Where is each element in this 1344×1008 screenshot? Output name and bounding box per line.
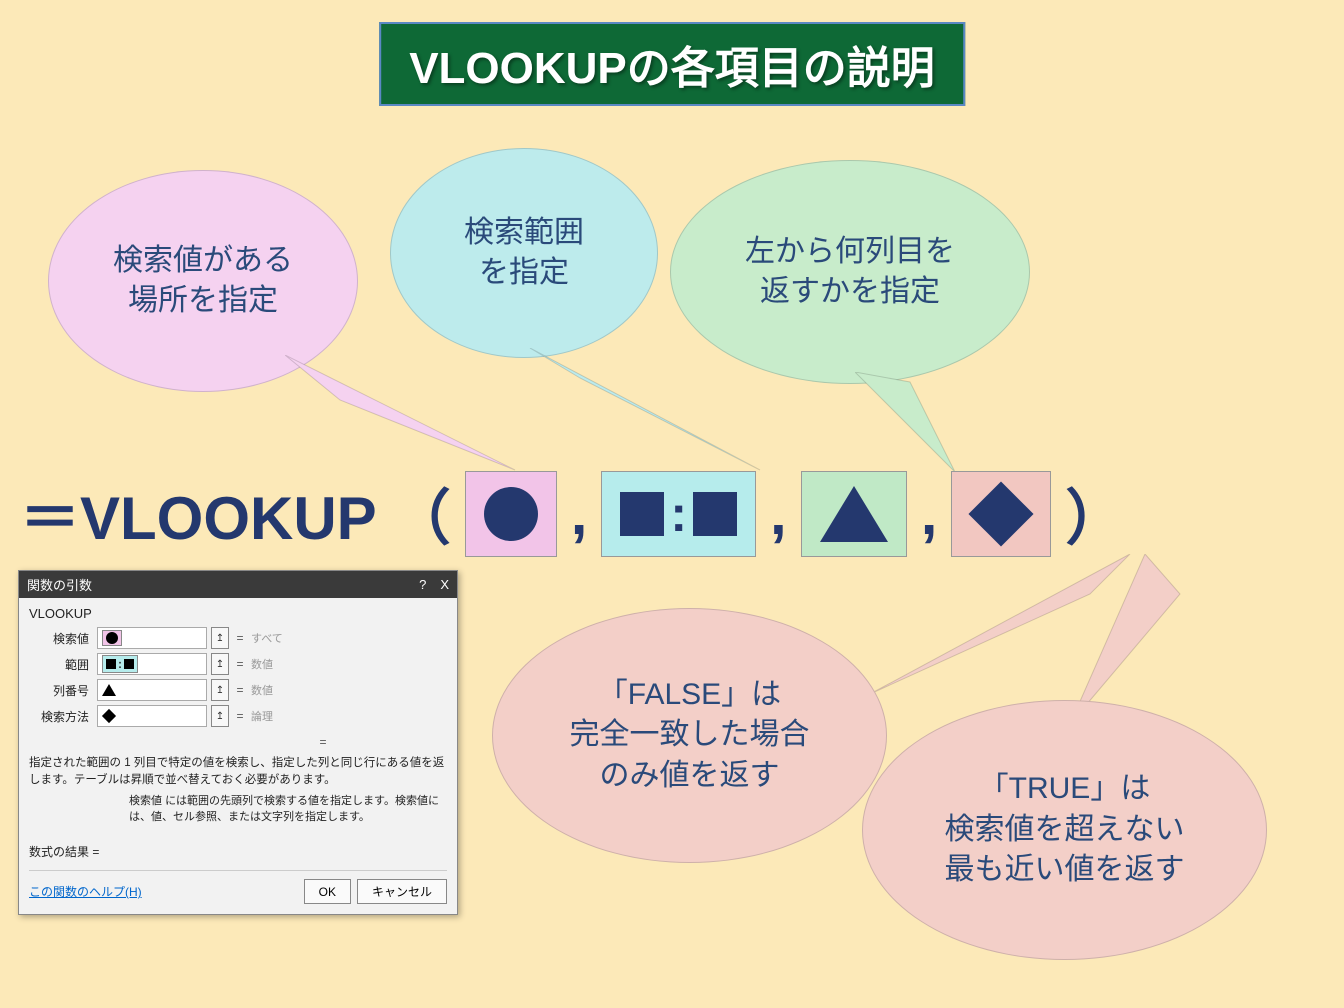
arg-table-array: : — [601, 471, 756, 557]
row-input[interactable] — [97, 627, 207, 649]
dialog-titlebar: 関数の引数 ? X — [19, 571, 457, 598]
square-icon — [106, 659, 116, 669]
range-picker-button[interactable]: ↥ — [211, 653, 229, 675]
callout-col-index: 左から何列目を 返すかを指定 — [670, 160, 1030, 384]
dialog-row-table-array: 範囲 : ↥ = 数値 — [29, 653, 447, 675]
help-link[interactable]: この関数のヘルプ(H) — [29, 883, 142, 900]
formula-row: ＝VLOOKUP （ , : , , ） — [20, 470, 1324, 557]
dialog-row-range-lookup: 検索方法 ↥ = 論理 — [29, 705, 447, 727]
row-desc: 数値 — [251, 682, 447, 698]
help-icon[interactable]: ? — [419, 577, 426, 592]
arg-col-index — [801, 471, 907, 557]
row-desc: すべて — [251, 630, 447, 646]
dialog-func-name: VLOOKUP — [29, 606, 447, 621]
diamond-icon — [969, 481, 1034, 546]
callout-text: 左から何列目を — [745, 232, 955, 273]
row-label: 列番号 — [29, 682, 93, 699]
dialog-subdesc: 検索値 には範囲の先頭列で検索する値を指定します。検索値には、値、セル参照、また… — [29, 794, 447, 825]
square-icon — [620, 492, 664, 536]
eq: = — [233, 657, 247, 671]
row-label: 範囲 — [29, 656, 93, 673]
dialog-description: 指定された範囲の 1 列目で特定の値を検索し、指定した列と同じ行にある値を返しま… — [29, 755, 447, 788]
callout-table-array: 検索範囲 を指定 — [390, 148, 658, 358]
callout-text: 検索範囲 — [464, 213, 584, 254]
callout-text: 検索値を超えない — [945, 810, 1185, 851]
cancel-button[interactable]: キャンセル — [357, 879, 447, 904]
dialog-row-lookup-value: 検索値 ↥ = すべて — [29, 627, 447, 649]
row-desc: 数値 — [251, 656, 447, 672]
callout-true: 「TRUE」は 検索値を超えない 最も近い値を返す — [862, 700, 1267, 960]
callout-text: 場所を指定 — [113, 281, 293, 322]
comma: , — [567, 479, 592, 548]
arg-lookup-value — [465, 471, 557, 557]
eq: = — [233, 631, 247, 645]
colon: : — [670, 485, 687, 543]
triangle-icon — [820, 486, 888, 542]
row-desc: 論理 — [251, 708, 447, 724]
row-label: 検索値 — [29, 630, 93, 647]
triangle-icon — [102, 684, 116, 696]
page-title: VLOOKUPの各項目の説明 — [379, 22, 965, 106]
range-picker-button[interactable]: ↥ — [211, 627, 229, 649]
callout-text: 完全一致した場合 — [570, 715, 810, 756]
callout-text: 最も近い値を返す — [945, 850, 1185, 891]
callout-text: のみ値を返す — [570, 756, 810, 797]
dialog-result: 数式の結果 = — [29, 843, 447, 860]
close-paren: ） — [1061, 470, 1129, 557]
row-input[interactable] — [97, 679, 207, 701]
row-input[interactable]: : — [97, 653, 207, 675]
callout-text: を指定 — [464, 253, 584, 294]
comma: , — [917, 479, 942, 548]
square-icon — [693, 492, 737, 536]
formula-prefix: ＝VLOOKUP — [20, 470, 377, 557]
close-icon[interactable]: X — [440, 577, 449, 592]
comma: , — [766, 479, 791, 548]
callout-text: 「FALSE」は — [570, 675, 810, 716]
arg-range-lookup — [951, 471, 1051, 557]
circle-icon — [106, 632, 118, 644]
callout-tail — [855, 372, 995, 482]
callout-text: 検索値がある — [113, 241, 293, 282]
eq: = — [29, 731, 447, 751]
dialog-row-col-index: 列番号 ↥ = 数値 — [29, 679, 447, 701]
callout-tail — [520, 348, 780, 488]
square-icon — [124, 659, 134, 669]
circle-icon — [484, 487, 538, 541]
open-paren: （ — [387, 470, 455, 557]
dialog-title: 関数の引数 — [27, 575, 92, 594]
diamond-icon — [102, 709, 116, 723]
callout-false: 「FALSE」は 完全一致した場合 のみ値を返す — [492, 608, 887, 863]
eq: = — [233, 683, 247, 697]
row-input[interactable] — [97, 705, 207, 727]
range-picker-button[interactable]: ↥ — [211, 679, 229, 701]
ok-button[interactable]: OK — [304, 879, 351, 904]
eq: = — [233, 709, 247, 723]
row-label: 検索方法 — [29, 708, 93, 725]
callout-text: 「TRUE」は — [945, 769, 1185, 810]
range-picker-button[interactable]: ↥ — [211, 705, 229, 727]
callout-text: 返すかを指定 — [745, 272, 955, 313]
function-args-dialog: 関数の引数 ? X VLOOKUP 検索値 ↥ = すべて 範囲 : — [18, 570, 458, 915]
